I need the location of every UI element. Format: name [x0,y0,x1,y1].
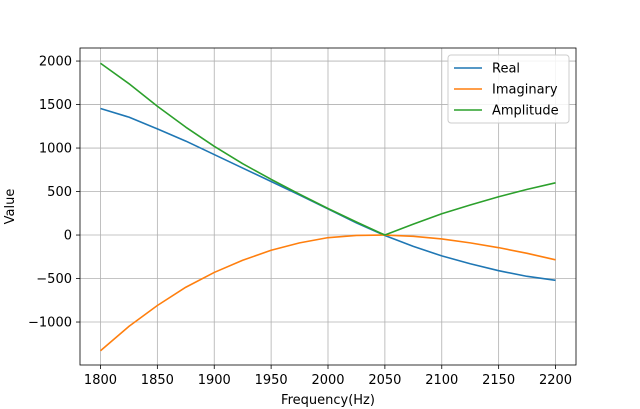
x-tick-label: 1800 [84,373,117,388]
x-axis-label: Frequency(Hz) [281,393,375,408]
series-line-amplitude [100,62,556,236]
x-tick-label: 1850 [141,373,174,388]
legend-box [447,54,570,124]
y-tick-label: 0 [64,229,72,244]
x-tick-label: 2200 [539,373,572,388]
y-tick-label: 2000 [39,55,72,70]
y-axis-label: Value [3,189,18,225]
y-tick-label: 1000 [39,142,72,157]
legend-label-amplitude: Amplitude [492,104,559,119]
y-tick-label: −500 [36,272,72,287]
x-tick-label: 2150 [482,373,515,388]
legend-label-imaginary: Imaginary [492,83,558,98]
series-line-imaginary [99,234,556,352]
y-tick-label: 1500 [39,98,72,113]
x-tick-label: 1900 [198,373,231,388]
x-tick-label: 2100 [425,373,458,388]
legend-label-real: Real [492,62,520,77]
legend: Real Imaginary Amplitude [447,54,570,124]
y-tick-label: −1000 [28,316,72,331]
x-tick-label: 2000 [311,373,344,388]
x-tick-label: 2050 [368,373,401,388]
y-tick-label: 500 [47,185,72,200]
x-tick-label: 1950 [255,373,288,388]
